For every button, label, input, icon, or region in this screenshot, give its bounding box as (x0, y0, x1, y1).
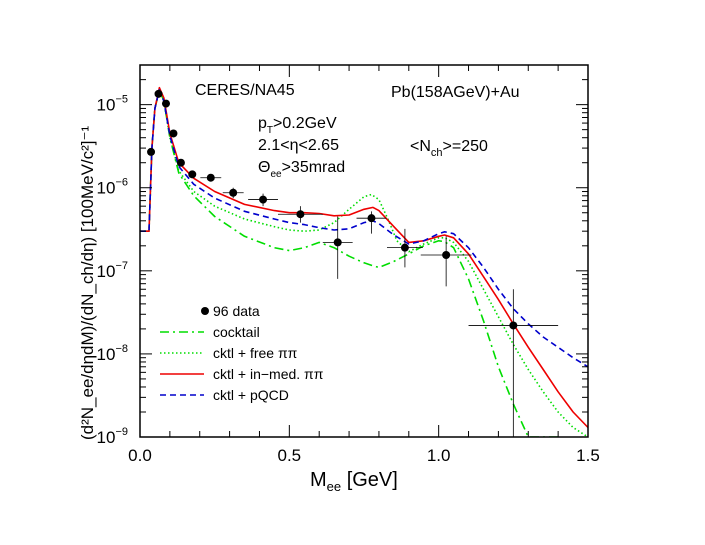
data-marker (400, 243, 409, 252)
system-label: Pb(158AGeV)+Au (391, 84, 520, 101)
y-tick-label: 10−9 (97, 426, 128, 447)
data-marker (442, 251, 451, 260)
x-axis-title: Mee [GeV] (310, 469, 398, 494)
data-points-layer (147, 89, 559, 437)
data-point-6 (200, 173, 222, 182)
legend-entry-0: 96 data (201, 303, 260, 319)
data-point-12 (386, 228, 423, 268)
legend-entry-4: cktl + pQCD (160, 387, 289, 403)
data-point-4 (176, 158, 185, 167)
legend-label: cktl + pQCD (213, 387, 289, 403)
series-layer (140, 86, 588, 437)
legend-marker (201, 307, 209, 315)
tick-labels-layer: 0.0 0.5 1.0 1.5 10−9 10−8 10−7 10−6 10−5 (97, 94, 600, 465)
series-line-3 (140, 89, 588, 368)
data-point-3 (169, 129, 178, 138)
legend-label: cocktail (213, 324, 260, 340)
y-tick-label: 10−8 (97, 343, 128, 364)
x-tick-label: 0.0 (128, 446, 152, 465)
data-marker (169, 129, 178, 138)
data-point-8 (248, 193, 278, 207)
eta-cut-label: 2.1<η<2.65 (258, 137, 339, 154)
data-marker (296, 210, 305, 219)
data-point-9 (277, 206, 323, 223)
data-point-11 (356, 211, 387, 234)
x-tick-label: 1.0 (427, 446, 451, 465)
series-line-1 (140, 89, 588, 437)
data-marker (154, 89, 163, 98)
data-point-14 (468, 289, 559, 437)
data-marker (206, 173, 215, 182)
data-point-2 (161, 99, 170, 108)
y-tick-label: 10−7 (97, 260, 128, 281)
y-tick-label: 10−5 (97, 94, 128, 115)
data-marker (229, 188, 238, 197)
plot-frame (139, 64, 589, 438)
data-point-1 (154, 89, 163, 98)
data-marker (333, 238, 342, 247)
data-marker (188, 170, 197, 179)
experiment-label: CERES/NA45 (195, 82, 295, 99)
theta-cut-label: Θee>35mrad (258, 159, 345, 180)
legend-entry-3: cktl + in−med. ππ (160, 366, 324, 382)
legend-entry-2: cktl + free ππ (160, 345, 298, 361)
data-marker (176, 158, 185, 167)
data-marker (161, 99, 170, 108)
data-marker (367, 214, 376, 223)
data-point-7 (222, 187, 244, 199)
y-axis-title: (d²N_ee/dηdM)/(dN_ch/dη) [100MeV/c²]⁻¹ (78, 126, 97, 440)
legend-label: 96 data (213, 303, 260, 319)
data-point-5 (188, 170, 197, 179)
y-tick-label: 10−6 (97, 177, 128, 198)
data-marker (147, 147, 156, 156)
data-point-0 (147, 147, 156, 156)
series-line-2 (140, 86, 588, 429)
data-point-10 (322, 216, 353, 279)
data-marker (259, 195, 268, 204)
legend: 96 data cocktail cktl + free ππ cktl + in−m… (160, 303, 324, 403)
legend-label: cktl + free ππ (213, 345, 298, 361)
series-line-0 (140, 89, 559, 437)
legend-entry-1: cocktail (160, 324, 260, 340)
x-tick-label: 0.5 (278, 446, 302, 465)
data-marker (509, 321, 518, 330)
pt-cut-label: pT>0.2GeV (258, 115, 337, 136)
data-point-13 (420, 236, 472, 287)
legend-label: cktl + in−med. ππ (213, 366, 324, 382)
x-tick-label: 1.5 (576, 446, 600, 465)
ticks-layer (139, 65, 589, 438)
nch-label: <Nch>=250 (410, 138, 488, 159)
